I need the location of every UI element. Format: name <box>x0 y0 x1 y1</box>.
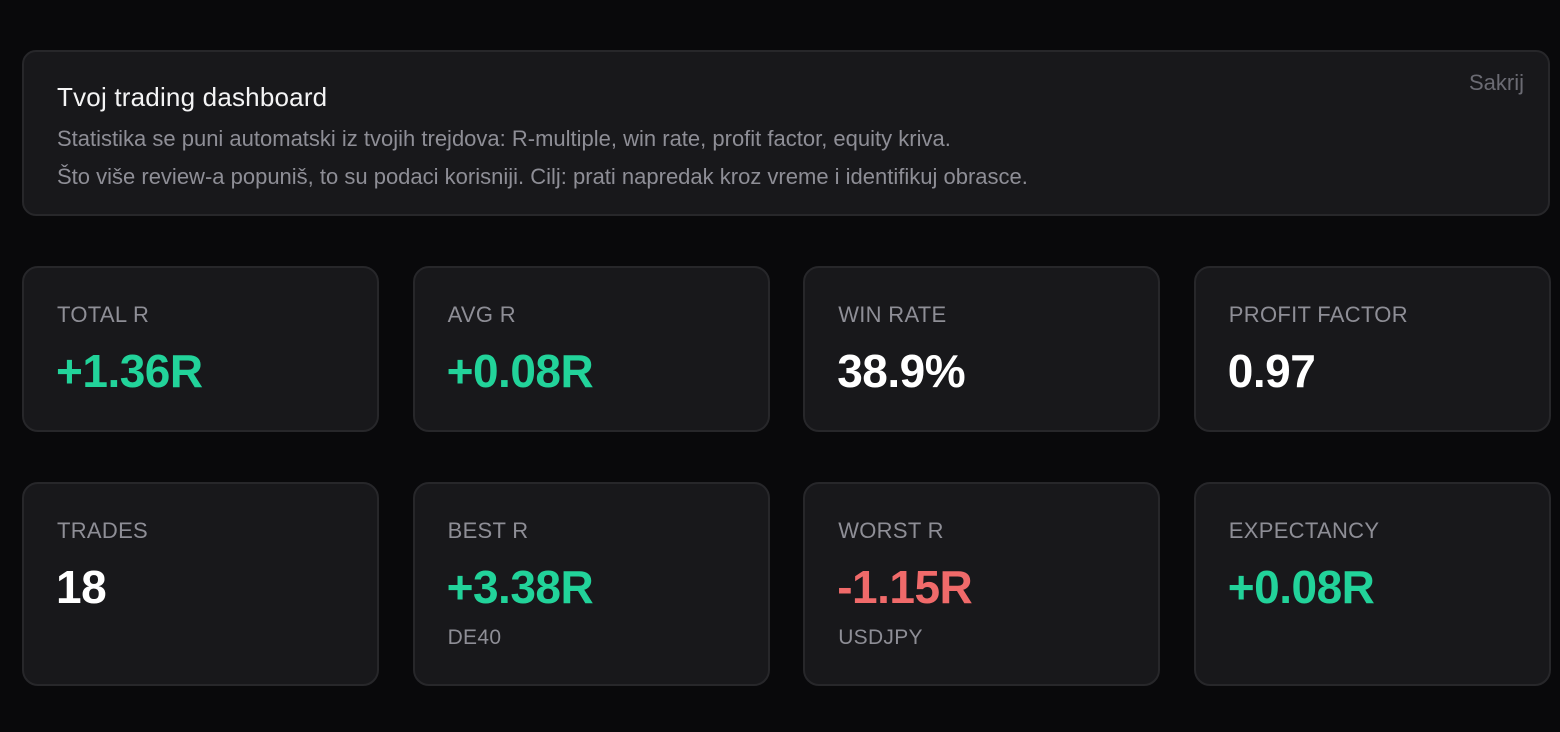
stat-card-profit-factor: PROFIT FACTOR 0.97 <box>1193 266 1551 432</box>
stat-label: BEST R <box>447 518 529 543</box>
stat-value: +0.08R <box>446 345 594 397</box>
stat-card-trades: TRADES 18 <box>22 482 379 686</box>
intro-panel: Tvoj trading dashboard Statistika se pun… <box>22 50 1550 216</box>
intro-description-line-2: Što više review-a popuniš, to su podaci … <box>57 164 1028 189</box>
stats-grid: TOTAL R +1.36R AVG R +0.08R WIN RATE 38.… <box>22 266 1551 686</box>
stat-label: WIN RATE <box>838 302 947 327</box>
stat-card-total-r: TOTAL R +1.36R <box>22 266 379 432</box>
stat-label: AVG R <box>447 302 516 327</box>
stat-value: 18 <box>56 561 107 613</box>
stat-value: +3.38R <box>446 561 594 613</box>
stat-card-best-r: BEST R +3.38R DE40 <box>412 482 770 686</box>
stat-label: TOTAL R <box>57 302 150 327</box>
stat-card-worst-r: WORST R -1.15R USDJPY <box>803 482 1161 686</box>
hide-button[interactable]: Sakrij <box>1468 70 1524 95</box>
intro-title: Tvoj trading dashboard <box>57 82 328 112</box>
stat-symbol: USDJPY <box>838 626 923 649</box>
stat-label: WORST R <box>838 518 944 543</box>
stat-value: +0.08R <box>1227 561 1375 613</box>
stat-label: EXPECTANCY <box>1228 518 1380 543</box>
stat-symbol: DE40 <box>447 626 502 649</box>
stat-card-win-rate: WIN RATE 38.9% <box>803 266 1161 432</box>
stat-card-avg-r: AVG R +0.08R <box>412 266 770 432</box>
stat-card-expectancy: EXPECTANCY +0.08R <box>1193 482 1551 686</box>
stat-value: +1.36R <box>56 345 203 397</box>
stat-label: PROFIT FACTOR <box>1228 302 1408 327</box>
stat-value: 0.97 <box>1227 345 1316 397</box>
stat-value: -1.15R <box>837 561 973 613</box>
intro-description-line-1: Statistika se puni automatski iz tvojih … <box>57 126 951 151</box>
stat-value: 38.9% <box>837 345 966 397</box>
stat-label: TRADES <box>57 518 149 543</box>
